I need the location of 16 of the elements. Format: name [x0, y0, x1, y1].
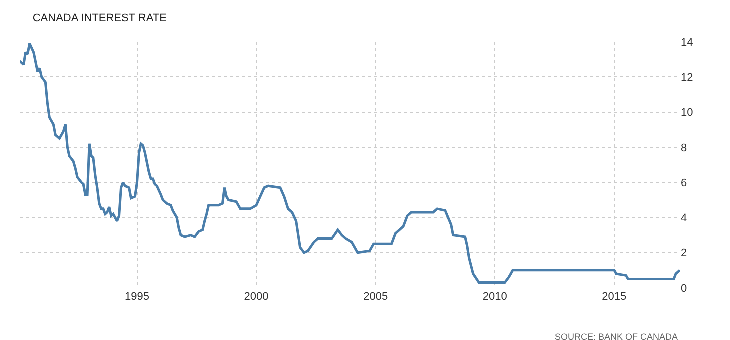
y-tick-label: 12	[681, 72, 694, 84]
x-tick-label: 2005	[364, 291, 388, 303]
y-tick-label: 14	[681, 36, 694, 49]
y-tick-label: 10	[681, 107, 694, 120]
x-tick-label: 2015	[602, 291, 627, 303]
x-tick-label: 2010	[482, 291, 508, 303]
y-tick-label: 0	[681, 282, 688, 295]
chart-title: CANADA INTEREST RATE	[32, 12, 167, 24]
y-tick-label: 4	[681, 212, 688, 225]
y-tick-label: 2	[681, 248, 688, 260]
source-note: SOURCE: BANK OF CANADA	[555, 332, 678, 340]
y-tick-label: 8	[681, 142, 688, 154]
x-tick-label: 2000	[244, 291, 269, 303]
y-tick-label: 6	[681, 177, 688, 190]
x-tick-label: 1995	[125, 291, 150, 303]
line-series	[20, 42, 680, 284]
